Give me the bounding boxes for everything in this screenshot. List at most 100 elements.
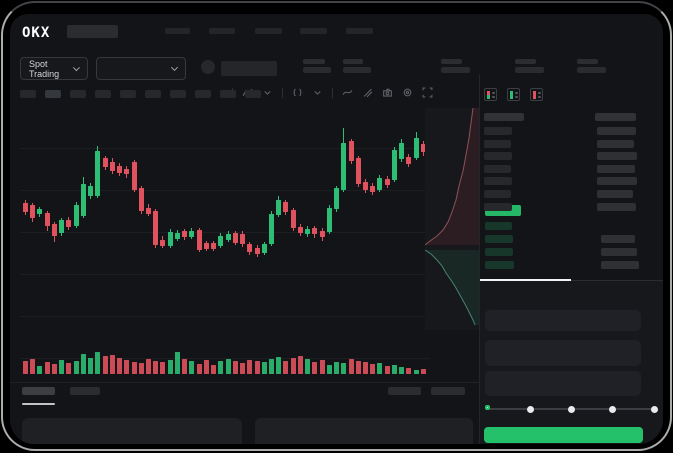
- volume-bar: [283, 361, 288, 374]
- bottom-tab-placeholder[interactable]: [22, 387, 55, 395]
- timeframe-button[interactable]: [220, 90, 236, 98]
- okx-logo[interactable]: OKX: [22, 25, 51, 41]
- ticker-stat-label: [343, 59, 363, 64]
- gridline: [20, 316, 430, 317]
- ask-amount-placeholder[interactable]: [597, 203, 636, 211]
- screenshot-icon[interactable]: [382, 87, 393, 98]
- volume-bar: [197, 364, 202, 374]
- timeframe-button[interactable]: [170, 90, 186, 98]
- slider-stop[interactable]: [526, 405, 534, 413]
- volume-bar: [414, 370, 419, 374]
- market-type-dropdown[interactable]: Spot Trading: [20, 57, 88, 80]
- timeframe-button[interactable]: [145, 90, 161, 98]
- draw-icon[interactable]: [362, 87, 373, 98]
- bid-amount-placeholder[interactable]: [601, 248, 637, 256]
- timeframe-button[interactable]: [70, 90, 86, 98]
- timeframe-button[interactable]: [195, 90, 211, 98]
- depth-panel: [425, 108, 480, 330]
- depth-bids-area: [425, 250, 480, 325]
- candle: [88, 186, 93, 196]
- icon-line: [538, 96, 541, 98]
- settings-icon[interactable]: [402, 87, 413, 98]
- timeframe-button[interactable]: [245, 90, 261, 98]
- bid-amount-placeholder[interactable]: [601, 235, 635, 243]
- ask-price-placeholder[interactable]: [484, 177, 512, 185]
- candle: [146, 208, 151, 214]
- slider-stop[interactable]: [650, 405, 658, 413]
- slider-stop[interactable]: [484, 404, 490, 410]
- candle: [341, 143, 346, 190]
- combined-book-icon[interactable]: [484, 88, 497, 101]
- slider-stop[interactable]: [568, 405, 575, 413]
- chevron-down-icon[interactable]: [312, 87, 323, 98]
- candle: [356, 158, 361, 184]
- bids-book-icon[interactable]: [507, 88, 520, 101]
- candle: [117, 166, 122, 173]
- nav-item-placeholder[interactable]: [346, 28, 373, 34]
- order-input-field[interactable]: [485, 340, 641, 366]
- volume-bar: [211, 365, 216, 374]
- asks-book-icon[interactable]: [530, 88, 543, 101]
- volume-bar: [247, 360, 252, 374]
- line-tool-icon[interactable]: [342, 87, 353, 98]
- bid-amount-placeholder[interactable]: [601, 261, 639, 269]
- volume-bar: [59, 360, 64, 374]
- pair-dropdown[interactable]: [96, 57, 186, 80]
- ask-amount-placeholder[interactable]: [597, 140, 634, 148]
- icon-line: [492, 92, 495, 94]
- volume-bar: [52, 364, 57, 374]
- candle: [30, 205, 35, 218]
- ask-price-placeholder[interactable]: [484, 190, 511, 198]
- nav-item-placeholder[interactable]: [209, 28, 235, 34]
- order-input-field[interactable]: [485, 371, 641, 396]
- nav-item-placeholder[interactable]: [300, 28, 327, 34]
- ask-amount-placeholder[interactable]: [597, 165, 635, 173]
- nav-item-placeholder[interactable]: [255, 28, 282, 34]
- bottom-action-placeholder[interactable]: [431, 387, 465, 395]
- candlestick-chart[interactable]: [20, 108, 430, 380]
- volume-bar: [146, 359, 151, 374]
- timeframe-button[interactable]: [20, 90, 36, 98]
- timeframe-button[interactable]: [45, 90, 61, 98]
- ask-amount-placeholder[interactable]: [597, 152, 637, 160]
- candle: [312, 228, 317, 234]
- volume-bar: [204, 360, 209, 374]
- nav-item-placeholder[interactable]: [165, 28, 190, 34]
- timeframe-button[interactable]: [120, 90, 136, 98]
- ask-price-placeholder[interactable]: [484, 165, 511, 173]
- nav-search-placeholder[interactable]: [67, 25, 118, 38]
- bid-price-placeholder[interactable]: [485, 248, 513, 256]
- ask-price-placeholder[interactable]: [484, 127, 512, 135]
- bid-price-placeholder[interactable]: [485, 261, 514, 269]
- slider-stop[interactable]: [609, 405, 617, 413]
- bottom-action-placeholder[interactable]: [388, 387, 421, 395]
- candle: [103, 158, 108, 167]
- ticker-stat-value: [303, 67, 331, 73]
- volume-bar: [377, 363, 382, 374]
- candle: [66, 220, 71, 227]
- app-window: OKX Spot Trading: [10, 14, 663, 444]
- gridline: [20, 358, 430, 359]
- candle: [349, 141, 354, 161]
- ask-amount-placeholder[interactable]: [597, 177, 637, 185]
- ask-price-placeholder[interactable]: [484, 203, 512, 211]
- ask-price-placeholder[interactable]: [484, 140, 511, 148]
- ask-amount-placeholder[interactable]: [597, 190, 633, 198]
- bottom-panel-placeholder: [255, 418, 473, 444]
- volume-bar: [37, 366, 42, 374]
- timeframe-button[interactable]: [95, 90, 111, 98]
- volume-bar: [153, 361, 158, 374]
- bid-price-placeholder[interactable]: [485, 235, 513, 243]
- indicators-icon[interactable]: [292, 87, 303, 98]
- chevron-down-icon[interactable]: [262, 87, 273, 98]
- volume-bar: [218, 361, 223, 374]
- fullscreen-icon[interactable]: [422, 87, 433, 98]
- bid-price-placeholder[interactable]: [485, 222, 512, 230]
- bottom-active-tab-underline: [22, 403, 55, 405]
- bottom-tab-placeholder[interactable]: [70, 387, 100, 395]
- ask-amount-placeholder[interactable]: [597, 127, 636, 135]
- order-input-field[interactable]: [485, 310, 641, 331]
- ask-price-placeholder[interactable]: [484, 152, 512, 160]
- buy-submit-button[interactable]: [484, 427, 643, 443]
- candle: [377, 178, 382, 190]
